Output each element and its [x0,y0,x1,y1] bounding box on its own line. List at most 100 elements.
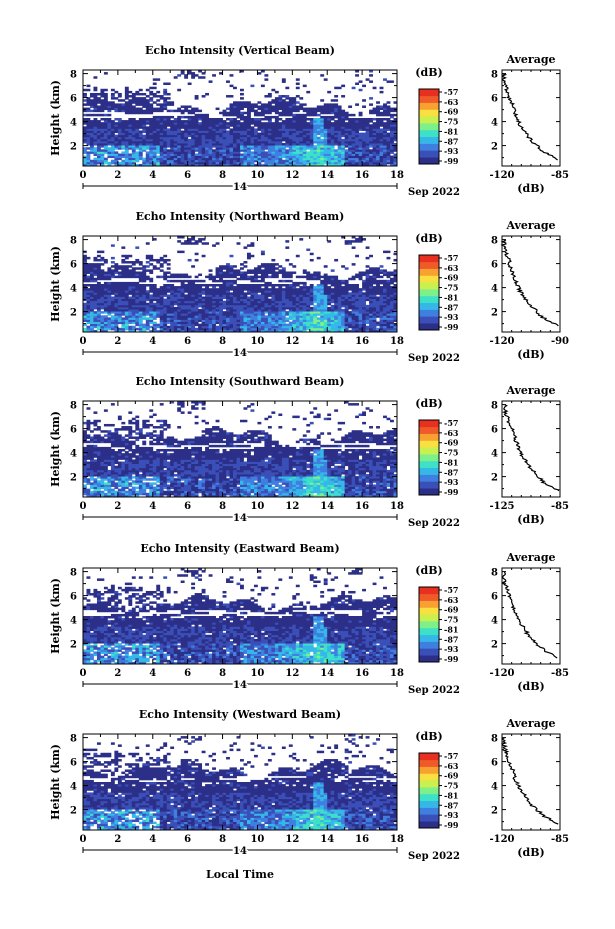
heatmap-cell [103,105,108,108]
heatmap-cell [222,149,227,152]
heatmap-cell [128,157,133,161]
heatmap-cell [351,130,356,134]
heatmap-cell [166,161,171,165]
heatmap-cell [250,311,255,314]
heatmap-cell [309,313,314,316]
heatmap-cell [240,317,244,320]
heatmap-cell [198,157,203,161]
heatmap-cell [93,97,98,100]
heatmap-cell [163,143,168,146]
heatmap-cell [240,304,244,308]
heatmap-cell [246,290,251,293]
heatmap-cell [337,321,342,325]
heatmap-cell [205,294,209,297]
heatmap-cell [362,155,366,159]
colorbar-tick-label: -75 [444,117,458,127]
heatmap-cell [386,113,391,117]
average-x-tick-label: -120 [489,170,514,181]
heatmap-cell [163,92,168,96]
heatmap-cell [142,120,147,123]
heatmap-cell [355,306,360,310]
heatmap-cell [229,309,234,312]
heatmap-cell [302,315,307,318]
heatmap-cell [93,325,98,329]
heatmap-cell [93,109,98,113]
heatmap-cell [306,153,311,156]
heatmap-cell [330,122,335,125]
heatmap-cell [124,327,129,331]
heatmap-cell [219,306,223,310]
heatmap-cell [236,101,241,104]
heatmap-cell [323,132,328,136]
heatmap-cell [219,313,223,316]
heatmap-cell [306,306,311,310]
heatmap-cell [330,323,335,327]
heatmap-cell [187,134,192,138]
heatmap-cell [83,304,87,308]
heatmap-cell [229,269,234,272]
heatmap-cell [93,113,98,117]
heatmap-cell [205,304,209,308]
heatmap-cell [219,157,223,161]
heatmap-cell [267,284,272,287]
heatmap-cell [152,306,157,310]
heatmap-cell [117,122,122,125]
heatmap-cell [121,304,126,308]
heatmap-cell [344,298,349,302]
average-y-tick-label: 2 [491,142,498,153]
heatmap-cell [166,313,171,316]
heatmap-cell [250,302,255,306]
heatmap-cell [166,311,171,314]
heatmap-cell [320,279,325,283]
heatmap-cell [107,271,112,274]
heatmap-cell [369,136,373,140]
heatmap-cell [215,321,220,325]
heatmap-cell [89,143,94,146]
heatmap-cell [128,261,133,264]
heatmap-cell [229,275,234,279]
heatmap-cell [351,288,356,291]
heatmap-cell [281,134,286,138]
heatmap-cell [250,306,255,310]
heatmap-cell [327,321,332,325]
heatmap-cell [219,309,223,312]
heatmap-cell [320,296,325,300]
heatmap-cell [348,128,353,131]
heatmap-cell [170,304,175,308]
heatmap-cell [302,269,307,272]
heatmap-cell [215,302,220,306]
heatmap-cell [362,323,366,327]
heatmap-cell [110,300,115,304]
heatmap-cell [187,321,192,325]
heatmap-cell [184,161,189,165]
heatmap-cell [257,275,262,279]
heatmap-cell [187,105,192,108]
heatmap-cell [278,286,283,289]
heatmap-cell [117,315,122,318]
heatmap-cell [184,273,189,277]
heatmap-cell [264,105,269,108]
heatmap-cell [170,286,175,289]
heatmap-cell [376,105,380,108]
heatmap-cell [362,159,366,163]
heatmap-cell [205,161,209,165]
heatmap-cell [142,323,147,327]
heatmap-cell [194,97,199,100]
heatmap-cell [208,122,213,125]
heatmap-cell [383,113,387,117]
heatmap-cell [306,311,311,314]
heatmap-cell [355,327,360,331]
heatmap-cell [100,329,105,333]
heatmap-cell [124,281,129,285]
heatmap-cell [295,294,300,297]
heatmap-cell [320,118,325,121]
heatmap-cell [173,292,178,295]
heatmap-cell [281,298,286,302]
heatmap-cell [278,151,283,154]
heatmap-cell [100,138,105,142]
heatmap-cell [365,163,370,167]
heatmap-cell [135,159,140,163]
heatmap-cell [288,136,293,140]
heatmap-cell [278,140,283,144]
heatmap-cell [309,311,314,314]
